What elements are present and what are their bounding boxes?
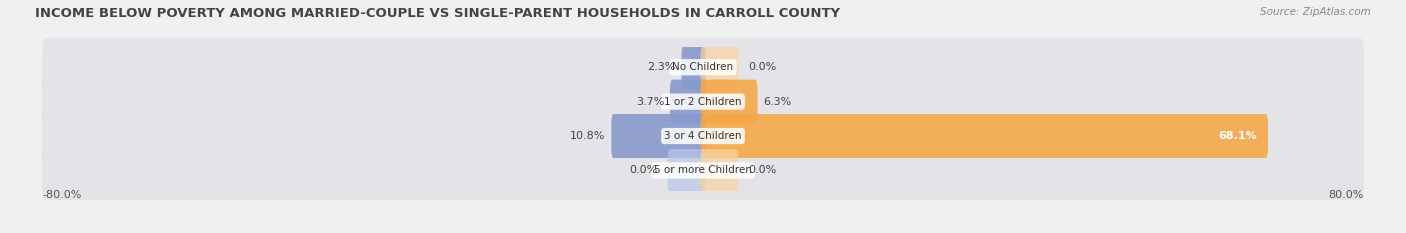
Text: 5 or more Children: 5 or more Children: [654, 165, 752, 175]
Text: 80.0%: 80.0%: [1329, 190, 1364, 200]
Text: Source: ZipAtlas.com: Source: ZipAtlas.com: [1260, 7, 1371, 17]
Text: No Children: No Children: [672, 62, 734, 72]
FancyBboxPatch shape: [612, 114, 706, 158]
FancyBboxPatch shape: [669, 80, 706, 124]
FancyBboxPatch shape: [42, 38, 1364, 97]
Text: -80.0%: -80.0%: [42, 190, 82, 200]
Text: 10.8%: 10.8%: [571, 131, 606, 141]
Text: INCOME BELOW POVERTY AMONG MARRIED-COUPLE VS SINGLE-PARENT HOUSEHOLDS IN CARROLL: INCOME BELOW POVERTY AMONG MARRIED-COUPL…: [35, 7, 841, 20]
Text: 3 or 4 Children: 3 or 4 Children: [664, 131, 742, 141]
FancyBboxPatch shape: [700, 46, 738, 89]
Text: 6.3%: 6.3%: [763, 97, 792, 107]
Text: 0.0%: 0.0%: [630, 165, 658, 175]
FancyBboxPatch shape: [700, 80, 758, 124]
Text: 0.0%: 0.0%: [748, 62, 776, 72]
FancyBboxPatch shape: [700, 149, 738, 192]
FancyBboxPatch shape: [42, 106, 1364, 166]
FancyBboxPatch shape: [668, 149, 706, 192]
Text: 3.7%: 3.7%: [636, 97, 664, 107]
FancyBboxPatch shape: [700, 114, 1268, 158]
FancyBboxPatch shape: [42, 72, 1364, 131]
Text: 1 or 2 Children: 1 or 2 Children: [664, 97, 742, 107]
FancyBboxPatch shape: [42, 141, 1364, 200]
FancyBboxPatch shape: [682, 45, 706, 89]
Text: 2.3%: 2.3%: [647, 62, 676, 72]
Text: 0.0%: 0.0%: [748, 165, 776, 175]
Text: 68.1%: 68.1%: [1219, 131, 1257, 141]
